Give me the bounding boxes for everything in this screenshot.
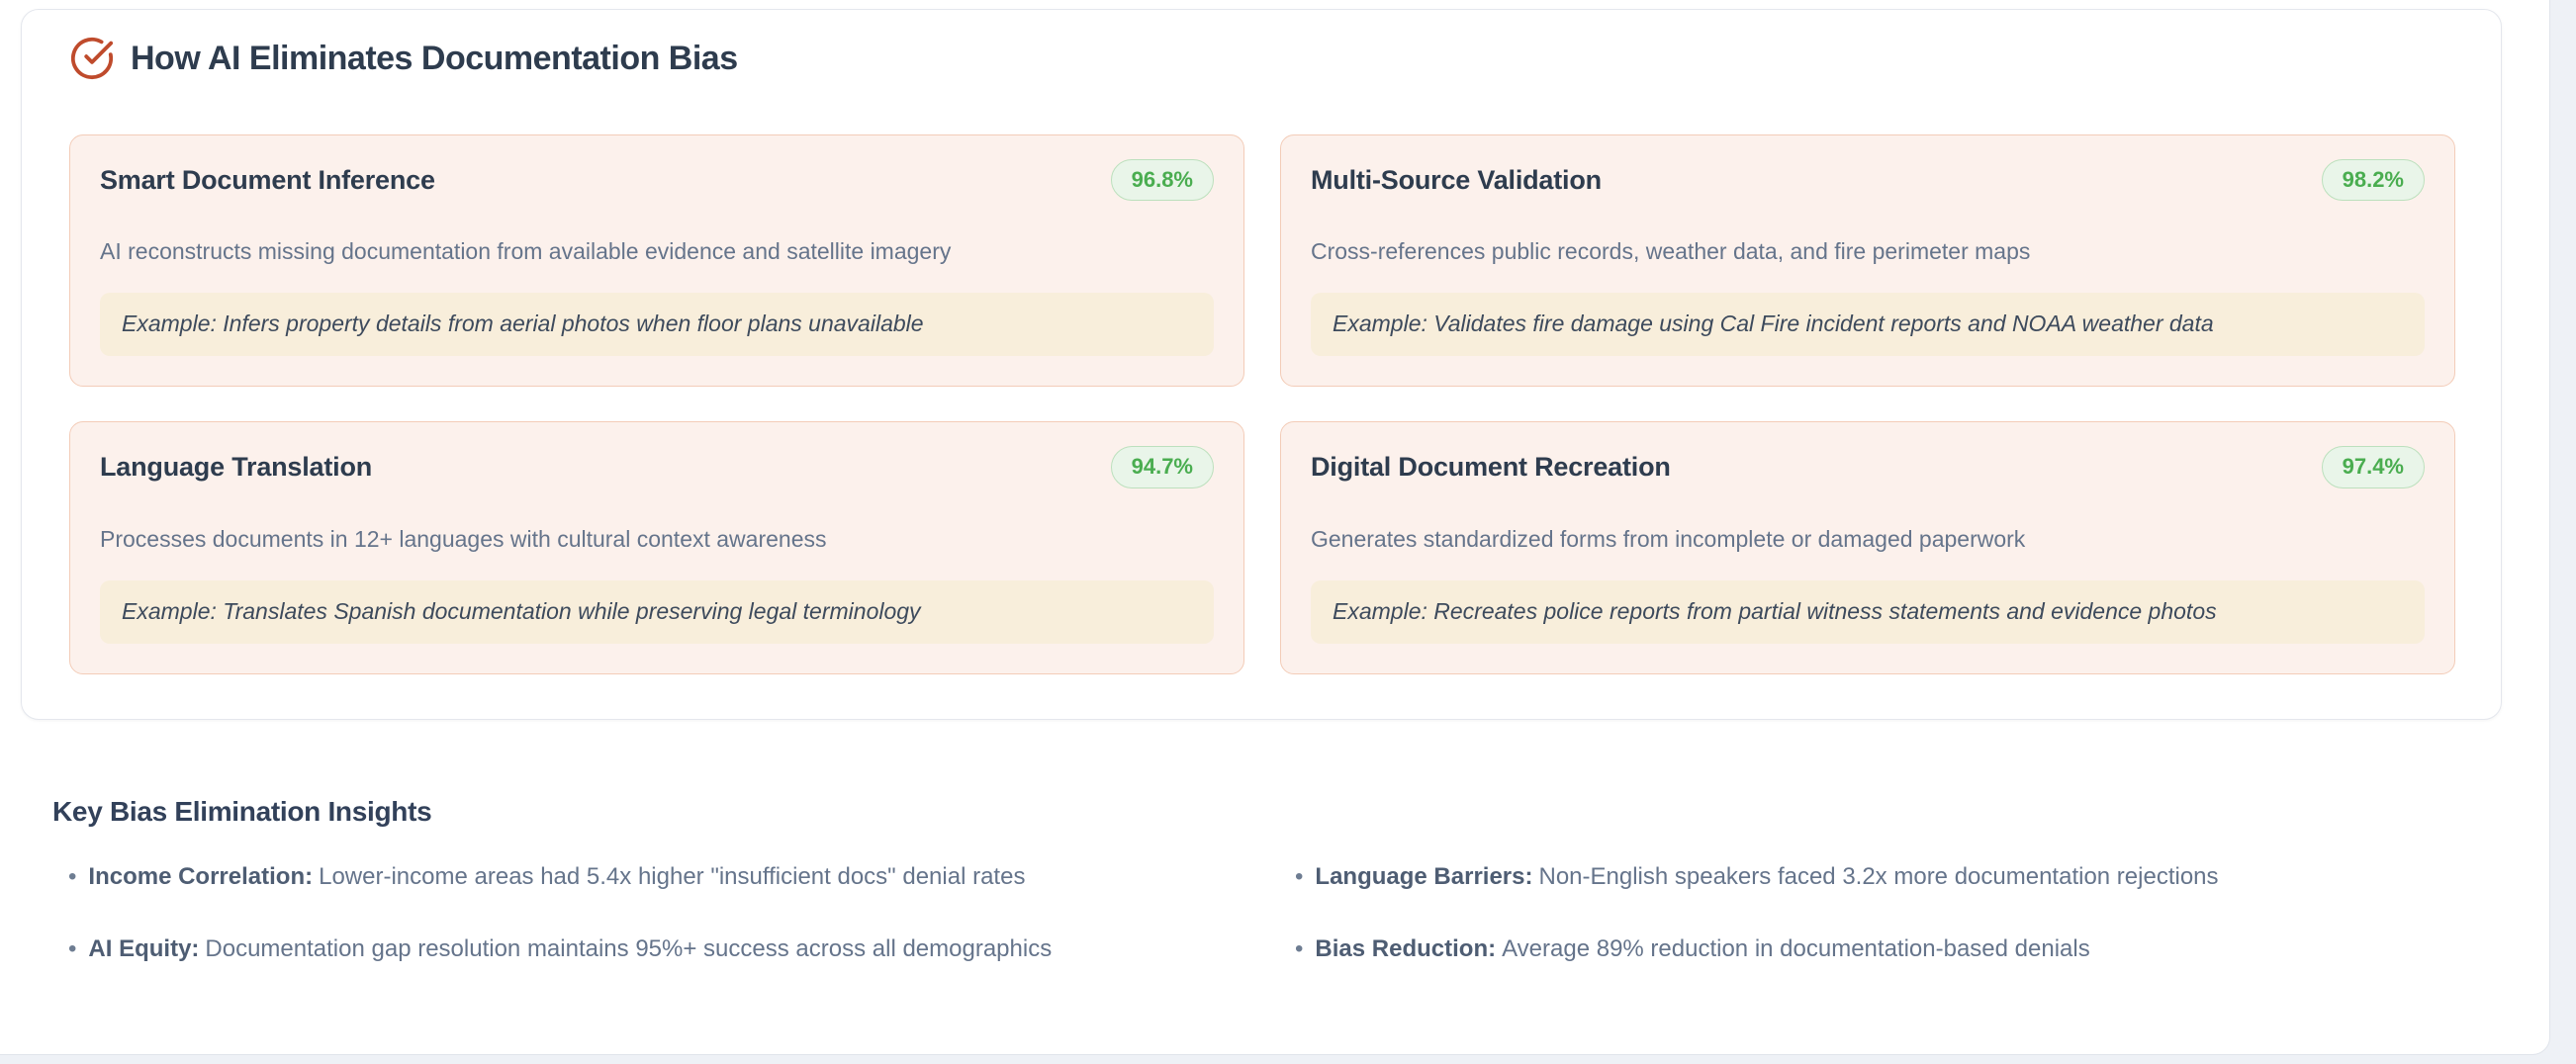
insights-heading: Key Bias Elimination Insights (52, 796, 432, 827)
card-description: Generates standardized forms from incomp… (1311, 525, 2026, 552)
circle-check-icon (70, 37, 114, 80)
card-description: Processes documents in 12+ languages wit… (100, 525, 827, 552)
insight-text: Average 89% reduction in documentation-b… (1502, 935, 2090, 963)
insights-list: • Income Correlation: Lower-income areas h… (52, 861, 2506, 964)
insight-label: Income Correlation: (88, 863, 314, 890)
insight-bias-reduction: • Bias Reduction: Average 89% reduction in… (1279, 933, 2506, 964)
feature-cards-grid: Smart Document Inference 96.8% AI recons… (69, 134, 2455, 674)
insight-text: Non-English speakers faced 3.2x more doc… (1538, 863, 2219, 890)
section-title: How AI Eliminates Documentation Bias (131, 39, 738, 77)
card-multi-source-validation: Multi-Source Validation 98.2% Cross-refe… (1280, 134, 2455, 388)
card-title: Multi-Source Validation (1311, 164, 1602, 195)
card-language-translation: Language Translation 94.7% Processes doc… (69, 421, 1244, 674)
card-header: Language Translation 94.7% (100, 446, 1214, 488)
insight-label: Language Barriers: (1315, 863, 1533, 890)
card-title: Smart Document Inference (100, 164, 435, 195)
bullet-dot: • (1295, 935, 1304, 963)
insight-label: Bias Reduction: (1315, 935, 1497, 963)
accuracy-badge: 97.4% (2321, 446, 2425, 488)
card-header: Digital Document Recreation 97.4% (1311, 446, 2425, 488)
accuracy-badge: 96.8% (1110, 159, 1214, 202)
card-title: Digital Document Recreation (1311, 452, 1671, 483)
insight-text: Lower-income areas had 5.4x higher "insu… (319, 863, 1026, 890)
insight-income-correlation: • Income Correlation: Lower-income areas h… (52, 861, 1279, 892)
card-example: Example: Recreates police reports from p… (1311, 579, 2425, 644)
bullet-dot: • (68, 863, 77, 890)
accuracy-badge: 94.7% (1110, 446, 1214, 488)
insight-text: Documentation gap resolution maintains 9… (205, 935, 1053, 963)
card-example: Example: Infers property details from ae… (100, 293, 1214, 357)
accuracy-badge: 98.2% (2321, 159, 2425, 202)
card-example: Example: Translates Spanish documentatio… (100, 579, 1214, 644)
card-digital-document-recreation: Digital Document Recreation 97.4% Genera… (1280, 421, 2455, 674)
section-header: How AI Eliminates Documentation Bias (69, 36, 738, 81)
ai-bias-section-panel: How AI Eliminates Documentation Bias Sma… (21, 9, 2502, 720)
bullet-dot: • (1295, 863, 1304, 890)
bullet-dot: • (68, 935, 77, 963)
insights-section: Key Bias Elimination Insights • Income Co… (52, 796, 2506, 964)
card-title: Language Translation (100, 452, 373, 483)
insight-label: AI Equity: (88, 935, 200, 963)
card-header: Smart Document Inference 96.8% (100, 159, 1214, 202)
insight-language-barriers: • Language Barriers: Non-English speakers … (1279, 861, 2506, 892)
card-smart-document-inference: Smart Document Inference 96.8% AI recons… (69, 134, 1244, 388)
card-header: Multi-Source Validation 98.2% (1311, 159, 2425, 202)
insight-ai-equity: • AI Equity: Documentation gap resolution … (52, 933, 1279, 964)
card-description: AI reconstructs missing documentation fr… (100, 238, 952, 265)
card-description: Cross-references public records, weather… (1311, 238, 2031, 265)
card-example: Example: Validates fire damage using Cal… (1311, 293, 2425, 357)
